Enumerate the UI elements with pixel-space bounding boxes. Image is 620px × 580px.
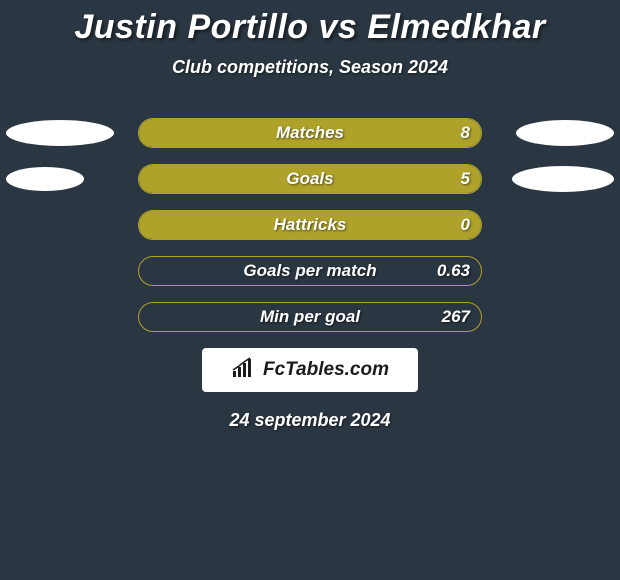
stat-value: 8	[461, 123, 470, 143]
stat-value: 0.63	[437, 261, 470, 281]
ellipse-right-icon	[516, 120, 614, 146]
stat-value: 0	[461, 215, 470, 235]
infographic-container: Justin Portillo vs Elmedkhar Club compet…	[0, 0, 620, 580]
ellipse-left-icon	[6, 167, 84, 191]
stat-row: Goals 5	[0, 164, 620, 194]
stat-label: Matches	[276, 123, 344, 143]
stat-label: Goals per match	[243, 261, 376, 281]
stat-label: Hattricks	[274, 215, 347, 235]
logo-inner: FcTables.com	[231, 357, 389, 384]
stat-label: Goals	[286, 169, 333, 189]
stat-row: Hattricks 0	[0, 210, 620, 240]
stat-row: Min per goal 267	[0, 302, 620, 332]
ellipse-right-icon	[512, 166, 614, 192]
logo-chart-icon	[231, 357, 257, 384]
ellipse-left-icon	[6, 120, 114, 146]
date-line: 24 september 2024	[0, 410, 620, 431]
stat-value: 267	[442, 307, 470, 327]
page-title: Justin Portillo vs Elmedkhar	[0, 0, 620, 47]
subtitle: Club competitions, Season 2024	[0, 57, 620, 78]
logo-box: FcTables.com	[202, 348, 418, 392]
stat-label: Min per goal	[260, 307, 360, 327]
logo-text: FcTables.com	[263, 359, 389, 381]
stat-row: Goals per match 0.63	[0, 256, 620, 286]
stat-value: 5	[461, 169, 470, 189]
stat-row: Matches 8	[0, 118, 620, 148]
stats-area: Matches 8 Goals 5 Hattricks 0 Goals per match 0…	[0, 118, 620, 332]
